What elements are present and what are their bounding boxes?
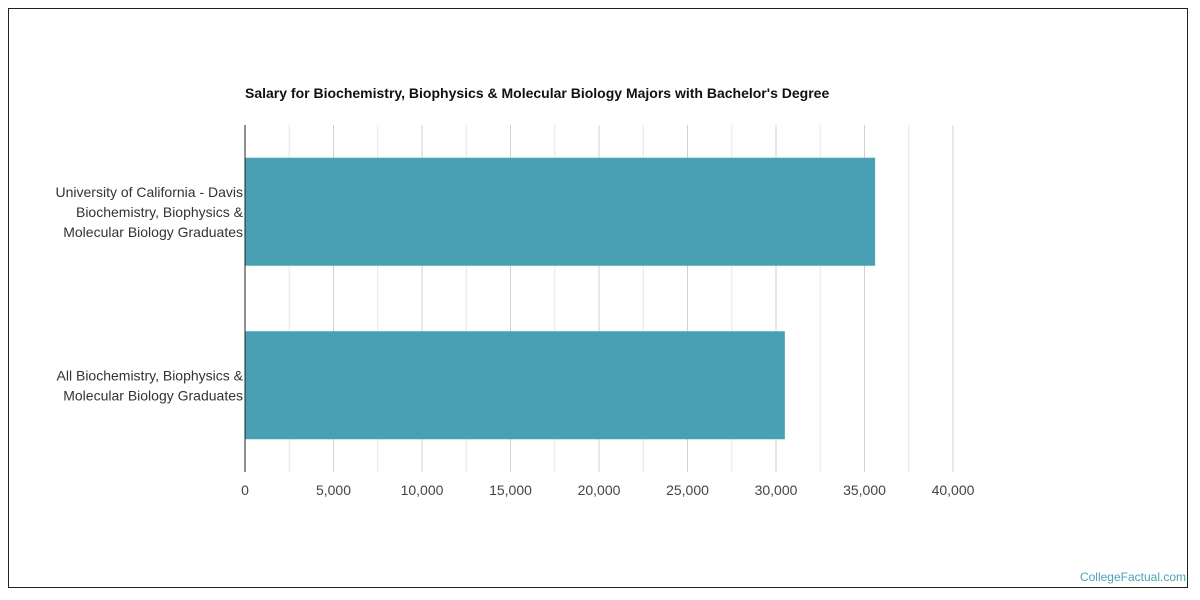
x-tick-label: 20,000 (578, 482, 621, 498)
category-label-1: University of California - Davis Biochemi… (56, 184, 244, 240)
bar-2 (245, 331, 785, 440)
chart-title: Salary for Biochemistry, Biophysics & Mo… (245, 85, 830, 101)
x-tick-label: 5,000 (316, 482, 351, 498)
x-tick-label: 25,000 (666, 482, 709, 498)
category-label-2: All Biochemistry, Biophysics & Molecular … (57, 367, 244, 403)
x-tick-label: 30,000 (755, 482, 798, 498)
x-tick-label: 15,000 (489, 482, 532, 498)
chart-frame (8, 8, 1188, 588)
bar-1 (245, 157, 876, 266)
x-tick-label: 10,000 (401, 482, 444, 498)
x-tick-label: 40,000 (932, 482, 975, 498)
x-tick-label: 0 (241, 482, 249, 498)
watermark-link[interactable]: CollegeFactual.com (1079, 570, 1186, 584)
x-tick-label: 35,000 (843, 482, 886, 498)
